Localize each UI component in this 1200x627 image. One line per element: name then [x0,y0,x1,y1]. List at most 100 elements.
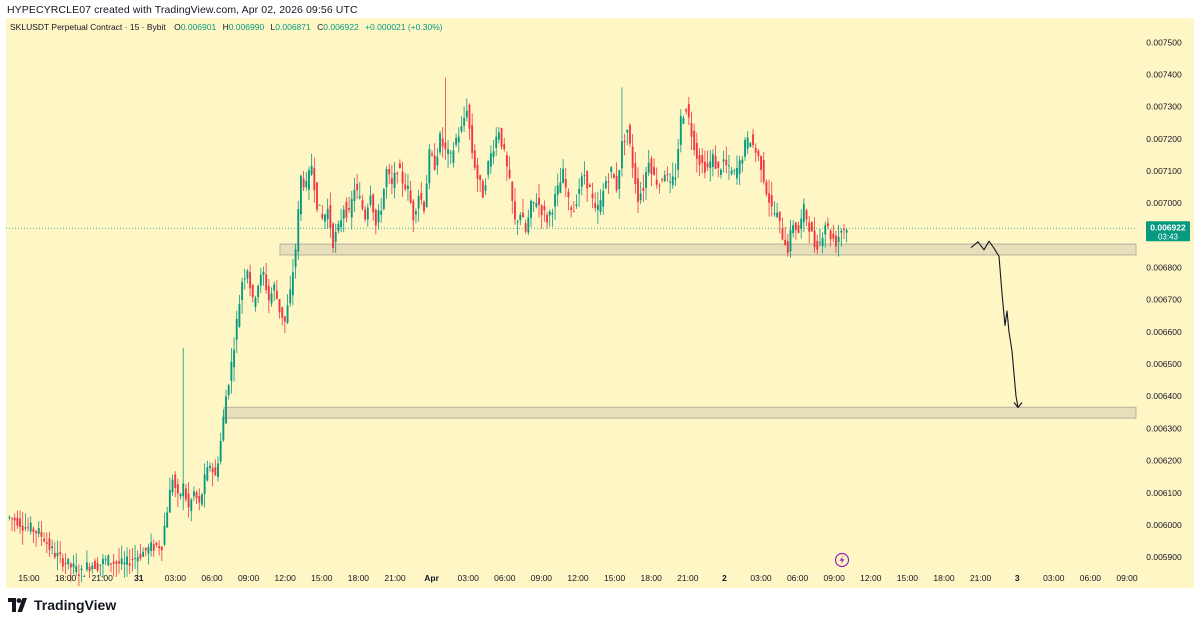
candle-body [107,555,110,566]
candle-body [634,163,637,185]
candle-body [428,149,431,184]
x-tick-label: 31 [134,573,144,583]
candle-body [67,558,70,565]
candle-body [77,574,80,577]
candle-body [588,184,591,188]
candle-body [396,172,399,175]
x-tick-label: 03:00 [165,573,187,583]
candle-body [567,191,570,198]
candle-body [786,241,789,253]
candle-body [56,552,59,557]
candle-body [324,214,326,222]
x-tick-label: 18:00 [348,573,370,583]
lightning-icon[interactable] [834,552,850,568]
y-tick-label: 0.006500 [1146,359,1182,369]
candle-body [824,225,827,235]
candle-body [366,207,369,220]
candle-body [695,142,698,159]
candle-body [318,204,321,206]
candle-body [382,188,385,209]
candle-body [471,125,474,153]
candle-body [677,149,680,170]
candle-body [645,172,647,189]
y-tick-label: 0.007300 [1146,102,1182,112]
tradingview-logo-icon [8,598,27,612]
candle-body [118,561,120,564]
candle-body [16,517,19,526]
candle-body [211,468,214,473]
y-tick-label: 0.007500 [1146,37,1182,47]
candle-body [492,151,495,158]
candle-body [433,155,436,170]
candle-body [187,493,190,508]
candle-body [182,483,185,497]
candle-body [286,305,289,323]
projection-drawing [970,240,1019,408]
candle-body [69,563,72,568]
candle-body [281,307,284,319]
candle-body [711,154,714,167]
x-tick-label: 12:00 [567,573,589,583]
candle-body [444,142,447,150]
candle-body [730,170,733,175]
candle-body [570,207,573,210]
tradingview-logo[interactable]: TradingView [8,597,116,613]
candle-body [580,176,583,187]
candle-body [457,136,460,143]
y-tick-label: 0.006200 [1146,456,1182,466]
x-tick-label: 15:00 [311,573,333,583]
candle-body [139,553,142,559]
candle-body [230,361,233,381]
x-tick-label: 21:00 [384,573,406,583]
candle-body [147,547,150,554]
chart-area[interactable]: 0.007500 0.007400 0.007300 0.007200 0.007100… [6,18,1194,588]
candle-body [449,152,452,154]
price-chart[interactable]: 0.007500 0.007400 0.007300 0.007200 0.007100… [6,18,1194,588]
candle-body [412,200,415,221]
candle-body [703,161,706,173]
candle-body [546,214,548,223]
candle-body [407,185,409,190]
candle-body [126,556,128,565]
candle-body [722,159,725,162]
candle-body [773,213,776,215]
candle-body [353,189,356,201]
candle-body [51,546,54,549]
candle-body [265,274,268,291]
candle-body [768,193,771,203]
y-tick-label: 0.007200 [1146,134,1182,144]
candle-body [516,221,519,223]
y-tick-label: 0.006400 [1146,391,1182,401]
candle-body [91,565,94,570]
candle-body [843,229,845,231]
candle-body [302,178,305,188]
candle-body [345,202,348,218]
candle-body [615,175,618,191]
candle-body [671,176,674,186]
candle-body [270,293,273,304]
candle-body [342,209,345,219]
candle-body [203,474,206,494]
close-label: C [317,22,323,32]
candle-body [24,527,27,529]
candle-body [741,159,744,164]
candle-body [390,178,393,184]
candle-body [61,558,64,567]
candle-body [37,528,40,534]
candle-body [770,195,773,207]
x-tick-label: 18:00 [55,573,77,583]
symbol-info-bar: SKLUSDT Perpetual Contract · 15 · Bybit … [10,22,443,32]
candle-body [152,544,155,551]
candle-body [123,562,126,565]
candle-body [714,155,717,169]
candle-body [219,441,222,462]
candle-body [602,190,605,207]
candle-body [829,230,832,240]
candle-body [612,174,615,178]
x-tick-label: 03:00 [1043,573,1065,583]
candle-body [142,551,145,557]
y-tick-label: 0.006700 [1146,295,1182,305]
x-tick-label: 09:00 [238,573,260,583]
candle-body [374,209,377,226]
y-tick-label: 0.005900 [1146,552,1182,562]
